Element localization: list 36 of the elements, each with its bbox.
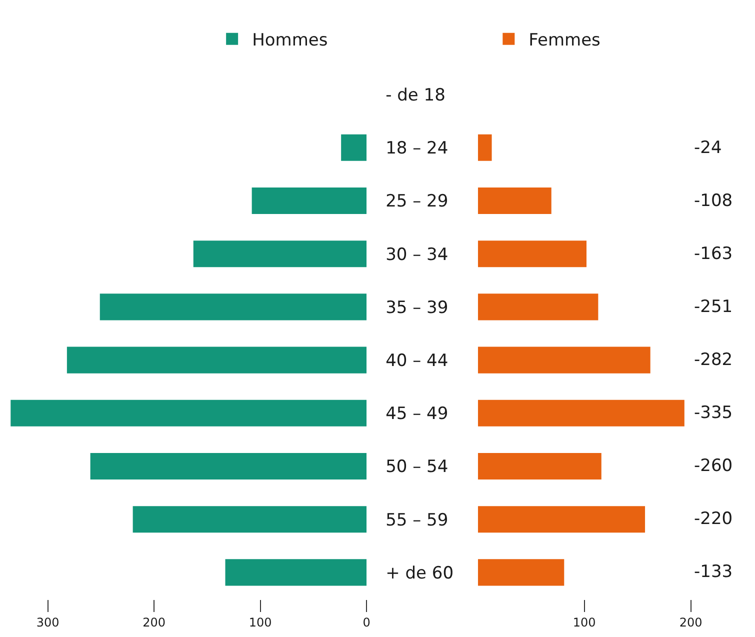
bar — [478, 400, 684, 426]
x-tick-label: 0 — [362, 615, 370, 630]
bar — [478, 346, 650, 374]
text: -163 — [694, 244, 733, 264]
y-tick-label: 50 – 54 — [386, 457, 448, 478]
text: -220 — [694, 509, 733, 529]
y-tick-label: 35 – 39 — [386, 298, 448, 318]
y-tick-label: 55 – 59 — [386, 510, 448, 530]
legend-label: Femmes — [528, 30, 601, 51]
text: -282 — [694, 350, 733, 370]
bar — [478, 294, 598, 320]
text: -108 — [694, 191, 733, 211]
y-tick-label: - de 18 — [386, 86, 446, 106]
y-tick-label: 40 – 44 — [386, 351, 448, 371]
x-tick-label: 100 — [572, 615, 596, 630]
bar — [478, 559, 564, 586]
bar — [478, 506, 646, 533]
y-tick-label: 30 – 34 — [386, 244, 448, 265]
bar — [478, 452, 602, 480]
text: -24 — [694, 138, 722, 158]
x-tick-label: 100 — [248, 615, 272, 630]
text: -335 — [694, 403, 733, 423]
x-tick-label: 300 — [36, 615, 60, 630]
bar — [478, 240, 586, 268]
y-tick-label: 25 – 29 — [386, 192, 448, 212]
y-tick-label: + de 60 — [386, 563, 454, 584]
y-tick-label: 18 – 24 — [386, 138, 448, 159]
bar — [478, 134, 492, 161]
text: -260 — [694, 456, 733, 476]
bar — [478, 187, 552, 214]
x-tick-label: 200 — [142, 615, 166, 630]
text: -251 — [694, 297, 733, 317]
x-tick-label: 200 — [679, 615, 702, 630]
text: -133 — [694, 562, 733, 582]
y-tick-label: 45 – 49 — [386, 404, 448, 424]
legend-label: Hommes — [252, 30, 328, 51]
